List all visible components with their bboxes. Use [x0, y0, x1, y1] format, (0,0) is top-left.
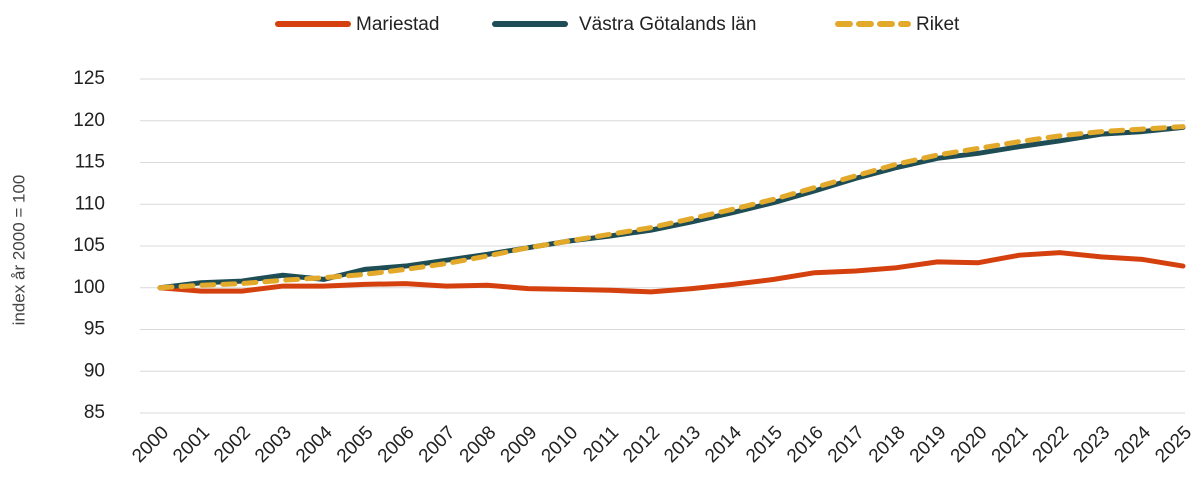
x-tick-label: 2012 [619, 422, 664, 467]
legend-label: Västra Götalands län [579, 14, 756, 35]
y-tick-label: 95 [84, 319, 105, 340]
y-tick-label: 85 [84, 402, 105, 423]
x-tick-label: 2005 [333, 422, 378, 467]
x-tick-label: 2000 [128, 422, 173, 467]
x-tick-label: 2015 [742, 422, 787, 467]
y-tick-label: 125 [73, 68, 105, 89]
x-tick-label: 2022 [1029, 422, 1074, 467]
y-tick-label: 90 [84, 360, 105, 381]
x-tick-label: 2009 [497, 422, 542, 467]
y-tick-label: 115 [75, 152, 105, 173]
x-tick-label: 2001 [169, 422, 214, 467]
y-tick-label: 110 [75, 193, 105, 214]
x-tick-label: 2024 [1110, 422, 1155, 467]
series-line [157, 250, 1186, 295]
y-tick-label: 100 [73, 277, 105, 298]
series-line [157, 124, 1186, 291]
x-tick-label: 2008 [456, 422, 501, 467]
legend-label: Mariestad [356, 14, 439, 35]
x-tick-label: 2011 [579, 422, 623, 466]
x-tick-label: 2020 [947, 422, 992, 467]
x-tick-label: 2019 [906, 422, 951, 467]
y-axis-label: index år 2000 = 100 [9, 175, 28, 326]
series-line [157, 124, 1186, 291]
x-tick-label: 2018 [865, 422, 910, 467]
y-tick-label: 105 [73, 235, 105, 256]
x-tick-label: 2010 [538, 422, 583, 467]
x-tick-label: 2004 [292, 422, 337, 467]
x-tick-label: 2016 [783, 422, 828, 467]
x-tick-label: 2025 [1151, 422, 1192, 467]
x-tick-label: 2013 [660, 422, 705, 467]
x-tick-label: 2023 [1069, 422, 1114, 467]
x-tick-label: 2021 [988, 422, 1033, 467]
x-tick-label: 2014 [701, 422, 746, 467]
x-tick-label: 2017 [824, 422, 869, 467]
x-tick-label: 2006 [374, 422, 419, 467]
x-tick-label: 2007 [415, 422, 460, 467]
x-tick-label: 2002 [210, 422, 255, 467]
legend-label: Riket [916, 14, 960, 35]
x-tick-label: 2003 [251, 422, 296, 467]
y-tick-label: 120 [73, 110, 105, 131]
